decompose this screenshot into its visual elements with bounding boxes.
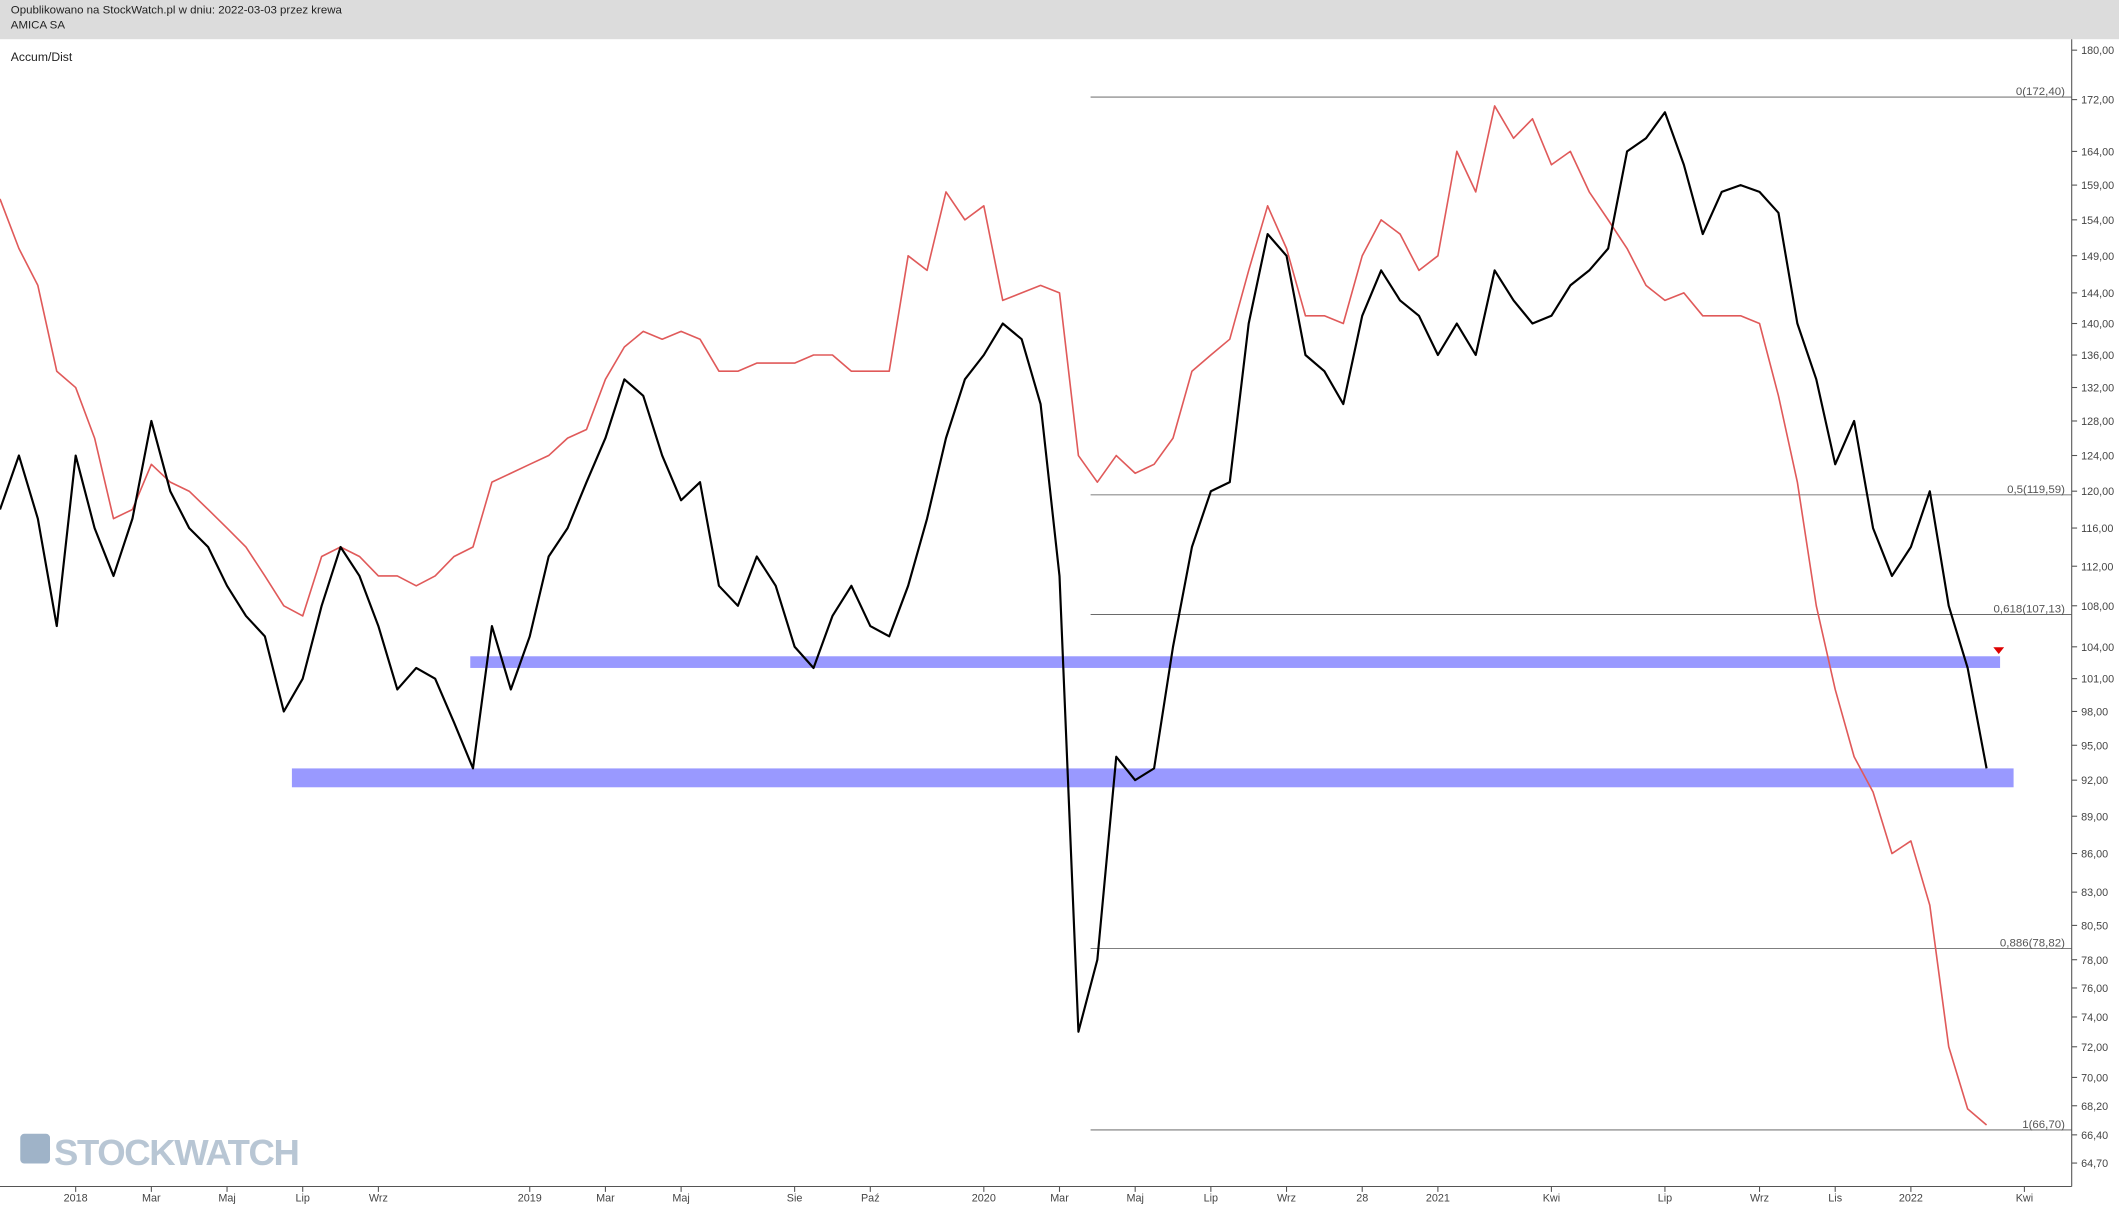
y-tick-label: 68,20 xyxy=(2081,1101,2108,1113)
y-tick-label: 180,00 xyxy=(2081,45,2114,57)
x-tick-label: Lip xyxy=(1204,1192,1218,1204)
x-tick-label: Kwi xyxy=(1543,1192,1560,1204)
y-tick-label: 80,50 xyxy=(2081,920,2108,932)
x-tick-label: Wrz xyxy=(1277,1192,1296,1204)
x-tick-label: Lip xyxy=(1658,1192,1672,1204)
x-tick-label: Maj xyxy=(1126,1192,1143,1204)
y-tick-label: 112,00 xyxy=(2081,561,2113,573)
x-tick-label: 2018 xyxy=(64,1192,88,1204)
y-tick-label: 120,00 xyxy=(2081,486,2114,498)
x-tick-label: Lip xyxy=(296,1192,310,1204)
y-tick-label: 128,00 xyxy=(2081,416,2114,428)
fib-label: 0(172,40) xyxy=(2016,86,2065,98)
y-tick-label: 76,00 xyxy=(2081,983,2108,995)
y-tick-label: 101,00 xyxy=(2081,674,2114,686)
ad-line xyxy=(0,105,1988,1126)
caption: Opublikowano na StockWatch.pl w dniu: 20… xyxy=(11,5,343,17)
y-tick-label: 149,00 xyxy=(2081,251,2114,263)
y-tick-label: 89,00 xyxy=(2081,811,2108,823)
fib-label: 0,886(78,82) xyxy=(2000,937,2065,949)
y-tick-label: 98,00 xyxy=(2081,707,2108,719)
y-tick-label: 74,00 xyxy=(2081,1012,2108,1024)
x-tick-label: 2019 xyxy=(518,1192,542,1204)
header-bar xyxy=(0,0,2119,40)
y-tick-label: 95,00 xyxy=(2081,740,2108,752)
y-tick-label: 132,00 xyxy=(2081,383,2114,395)
y-tick-label: 66,40 xyxy=(2081,1130,2108,1142)
y-tick-label: 116,00 xyxy=(2081,523,2113,535)
logo-icon xyxy=(20,1133,51,1164)
x-tick-label: Wrz xyxy=(369,1192,388,1204)
y-tick-label: 86,00 xyxy=(2081,849,2108,861)
y-tick-label: 172,00 xyxy=(2081,95,2114,107)
y-tick-label: 144,00 xyxy=(2081,288,2114,300)
y-tick-label: 164,00 xyxy=(2081,146,2114,158)
x-tick-label: Maj xyxy=(218,1192,235,1204)
y-tick-label: 154,00 xyxy=(2081,215,2114,227)
y-tick-label: 124,00 xyxy=(2081,451,2114,463)
x-tick-label: Lis xyxy=(1828,1192,1842,1204)
support-zone xyxy=(470,656,2001,668)
y-tick-label: 104,00 xyxy=(2081,642,2114,654)
support-zone xyxy=(291,768,2014,788)
y-tick-label: 78,00 xyxy=(2081,955,2108,967)
x-tick-label: Mar xyxy=(1050,1192,1069,1204)
y-tick-label: 140,00 xyxy=(2081,319,2114,331)
price-line xyxy=(0,111,1988,1033)
watermark: STOCKWATCH xyxy=(54,1132,298,1173)
x-tick-label: 2021 xyxy=(1426,1192,1450,1204)
x-tick-label: Sie xyxy=(787,1192,803,1204)
alert-marker xyxy=(1993,647,2005,655)
x-tick-label: 2020 xyxy=(972,1192,996,1204)
fib-label: 0,5(119,59) xyxy=(2007,484,2065,496)
x-tick-label: Mar xyxy=(142,1192,161,1204)
y-tick-label: 108,00 xyxy=(2081,601,2114,613)
x-tick-label: Kwi xyxy=(2016,1192,2033,1204)
chart-title: AMICA SA xyxy=(11,19,66,31)
logo: STOCKWATCH xyxy=(20,1132,300,1173)
indicator-label: Accum/Dist xyxy=(11,50,73,64)
x-tick-label: 2022 xyxy=(1899,1192,1923,1204)
y-tick-label: 159,00 xyxy=(2081,180,2114,192)
y-tick-label: 72,00 xyxy=(2081,1042,2108,1054)
y-tick-label: 70,00 xyxy=(2081,1072,2108,1084)
y-tick-label: 83,00 xyxy=(2081,887,2108,899)
x-tick-label: Wrz xyxy=(1750,1192,1769,1204)
y-tick-label: 92,00 xyxy=(2081,775,2108,787)
x-tick-label: 28 xyxy=(1356,1192,1368,1204)
x-tick-label: Paź xyxy=(861,1192,880,1204)
fib-label: 1(66,70) xyxy=(2022,1119,2065,1131)
x-tick-label: Maj xyxy=(672,1192,689,1204)
x-tick-label: Mar xyxy=(596,1192,615,1204)
y-tick-label: 64,70 xyxy=(2081,1158,2108,1170)
fib-label: 0,618(107,13) xyxy=(1994,604,2066,616)
y-tick-label: 136,00 xyxy=(2081,350,2114,362)
